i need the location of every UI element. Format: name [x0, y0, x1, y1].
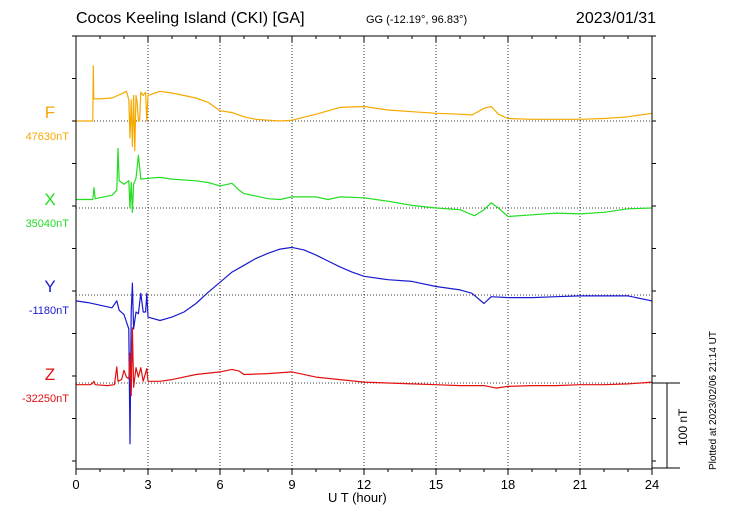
series-baseline-y: -1180nT — [29, 305, 69, 317]
x-tick-label: 18 — [501, 477, 515, 492]
series-baseline-x: 35040nT — [26, 218, 70, 230]
series-name-f: F — [45, 103, 55, 122]
series-baseline-z: -32250nT — [22, 393, 69, 405]
x-tick-label: 15 — [429, 477, 443, 492]
grid-layer — [76, 36, 652, 469]
station-title: Cocos Keeling Island (CKI) [GA] — [76, 10, 305, 27]
series-line-f — [76, 65, 653, 152]
series-name-z: Z — [45, 365, 55, 384]
scale-bar-label: 100 nT — [676, 408, 690, 446]
x-tick-label: 21 — [573, 477, 587, 492]
ticks-layer: 0 3 6 9 12 15 18 21 24 F 47630nT X 35040nT Y -1180nT Z -… — [22, 35, 659, 492]
x-tick-label: 12 — [357, 477, 371, 492]
x-tick-label: 3 — [144, 477, 151, 492]
x-tick-label: 24 — [645, 477, 659, 492]
x-axis-label: U T (hour) — [328, 490, 387, 505]
series-line-y — [75, 246, 653, 445]
x-tick-label: 0 — [72, 477, 79, 492]
scale-bar — [652, 382, 680, 469]
x-tick-label: 6 — [216, 477, 223, 492]
series-name-y: Y — [44, 277, 55, 296]
plotted-at-note: Plotted at 2023/02/06 21:14 UT — [708, 331, 719, 470]
series-line-z — [76, 327, 653, 397]
station-coordinates: GG (-12.19°, 96.83°) — [366, 14, 468, 26]
series-name-x: X — [44, 190, 55, 209]
series-line-x — [76, 147, 653, 218]
plot-date: 2023/01/31 — [575, 10, 656, 27]
series-layer — [75, 65, 653, 445]
x-tick-label: 9 — [288, 477, 295, 492]
series-baseline-f: 47630nT — [26, 131, 70, 143]
